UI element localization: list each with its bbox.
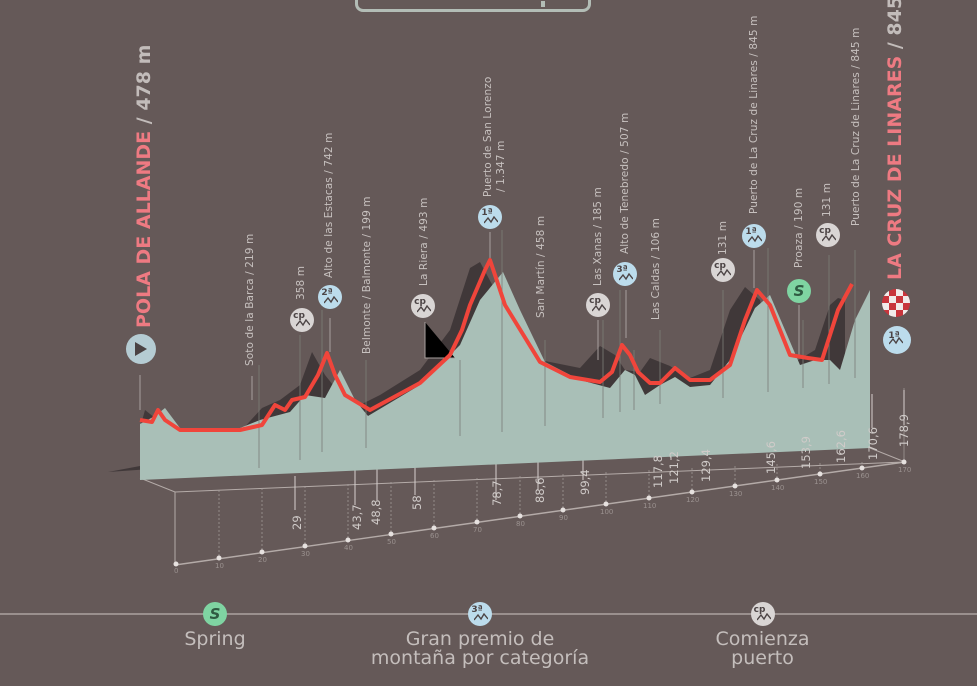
waypoint-label: Alto de las Estacas / 742 m: [323, 132, 335, 278]
finish-flag-icon: [882, 289, 910, 317]
waypoint-label: Puerto de San Lorenzo: [482, 76, 494, 197]
cat3-badge-icon: 3ª: [613, 262, 637, 286]
km-marker: 162,6: [834, 430, 848, 463]
x-tick: 20: [258, 556, 267, 564]
elevation-profile-chart: [108, 230, 907, 567]
x-tick: 60: [430, 532, 439, 540]
waypoint-label: Las Xanas / 185 m: [592, 187, 604, 286]
finish-cat1-badge: 1ª: [883, 326, 911, 354]
x-tick: 40: [344, 544, 353, 552]
waypoint-label: Las Caldas / 106 m: [650, 218, 662, 320]
x-tick: 140: [771, 484, 785, 492]
legend-label: Spring: [184, 628, 246, 650]
waypoint-label: La Riera / 493 m: [418, 197, 430, 286]
finish-city-label: LA CRUZ DE LINARES / 845 m: [884, 0, 906, 280]
waypoint-label: Puerto de La Cruz de Linares / 845 m: [748, 15, 760, 214]
x-tick: 110: [643, 502, 657, 510]
cat1-badge-icon: 1ª: [478, 205, 502, 229]
x-tick: 70: [473, 526, 482, 534]
waypoint-lines: [258, 230, 856, 468]
sprint-badge-icon: S: [787, 279, 811, 303]
start-play-icon: [126, 334, 156, 364]
finish-altitude: 845 m: [884, 0, 906, 36]
tick-dots: [173, 459, 907, 567]
legend-sprint: S Spring: [165, 602, 265, 649]
tick-drop-lines: [218, 462, 863, 558]
km-marker: 170,6: [866, 427, 880, 460]
km-marker: 99,4: [578, 469, 592, 495]
x-tick: 100: [600, 508, 614, 516]
cp-badge-icon: cp: [816, 223, 840, 247]
km-marker: 121,2: [667, 451, 681, 484]
km-marker: 43,7: [350, 504, 364, 530]
cp-icon: cp: [750, 602, 775, 626]
km-marker: 88,6: [533, 477, 547, 503]
legend-label: montaña por categoría: [370, 647, 590, 669]
x-tick: 130: [729, 490, 743, 498]
waypoint-label: Alto de Tenebredo / 507 m: [619, 112, 631, 254]
waypoint-label: Belmonte / Balmonte / 199 m: [361, 196, 373, 354]
route-line: [139, 258, 854, 432]
legend-mountain-category: 3ª Gran premio de montaña por categoría: [340, 602, 620, 668]
cp-badge-icon: cp: [711, 258, 735, 282]
waypoint-label: Proaza / 190 m: [793, 187, 805, 268]
cp-badge-icon: cp: [411, 294, 435, 318]
finish-city-name: LA CRUZ DE LINARES: [884, 55, 906, 280]
legend-climb-start: cp Comienza puerto: [690, 602, 835, 668]
x-tick: 120: [686, 496, 700, 504]
x-tick: 80: [516, 520, 525, 528]
start-city-label: POLA DE ALLANDE / 478 m: [133, 44, 155, 328]
waypoint-label: Soto de la Barca / 219 m: [244, 233, 256, 366]
km-marker: 58: [410, 495, 424, 510]
header-tick: [541, 1, 545, 7]
callout-lines: [139, 232, 800, 410]
sprint-icon: S: [203, 602, 227, 626]
x-tick: 30: [301, 550, 310, 558]
legend-label: Gran premio de: [405, 628, 555, 650]
cat3-icon: 3ª: [468, 602, 492, 626]
km-marker: 117,8: [651, 455, 665, 488]
x-tick: 0: [174, 567, 179, 575]
waypoint-label: San Martín / 458 m: [535, 215, 547, 318]
start-city-name: POLA DE ALLANDE: [133, 130, 155, 328]
waypoint-label: / 1.347 m: [495, 140, 507, 192]
waypoint-label: 358 m: [295, 265, 307, 300]
km-marker: 29: [290, 515, 304, 530]
x-tick: 150: [814, 478, 828, 486]
cp-badge-icon: cp: [290, 308, 314, 332]
km-marker: 129,4: [699, 449, 713, 482]
km-marker: 178,9: [897, 414, 911, 447]
x-tick: 170: [898, 466, 912, 474]
legend-label: puerto: [731, 647, 794, 669]
waypoint-label: 131 m: [821, 182, 833, 217]
x-tick: 50: [387, 538, 396, 546]
cat2-badge-icon: 2ª: [318, 285, 342, 309]
x-tick: 90: [559, 514, 568, 522]
x-tick: 160: [856, 472, 870, 480]
km-marker: 78,7: [490, 480, 504, 506]
km-marker: 48,8: [369, 499, 383, 525]
x-tick: 10: [215, 562, 224, 570]
waypoint-label: Puerto de La Cruz de Linares / 845 m: [850, 27, 862, 226]
km-marker: 145,6: [764, 441, 778, 474]
start-altitude: 478 m: [133, 44, 155, 111]
cp-badge-icon: cp: [586, 293, 610, 317]
legend-label: Comienza: [715, 628, 810, 650]
cat1-badge-icon: 1ª: [742, 224, 766, 248]
km-marker: 153,9: [799, 436, 813, 469]
header-frame: [355, 0, 591, 12]
waypoint-label: 131 m: [717, 220, 729, 255]
